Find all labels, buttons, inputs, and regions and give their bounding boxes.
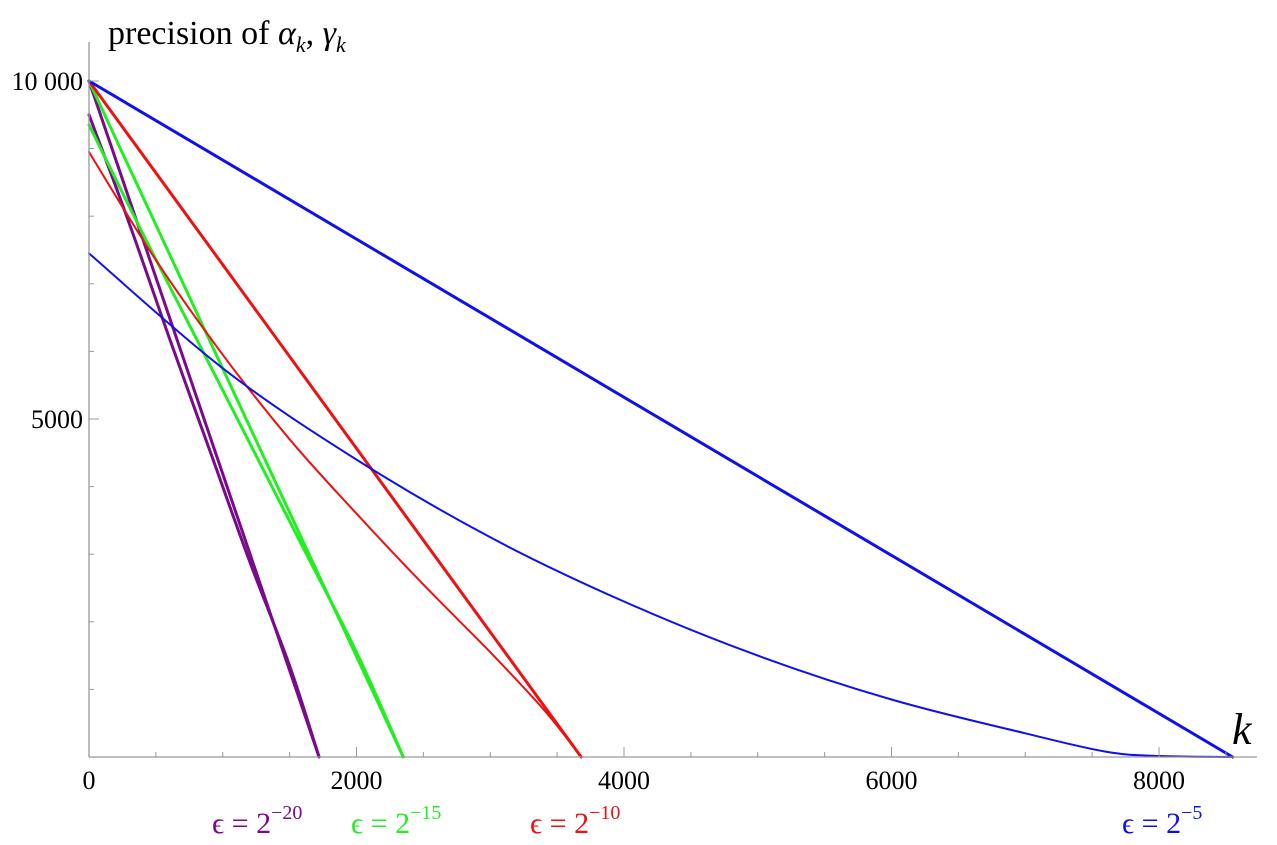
x-axis-title: k: [1232, 705, 1253, 754]
series-line-3: [87, 79, 405, 759]
x-tick-label: 4000: [598, 766, 650, 795]
series-line-5: [87, 79, 583, 759]
series-line-2: [87, 113, 321, 759]
x-tick-label: 2000: [331, 766, 383, 795]
y-tick-label: 10 000: [12, 67, 84, 96]
series-line-8: [88, 252, 1234, 758]
eps-label-1: ϵ = 2−20: [212, 802, 302, 840]
series-line-4: [87, 123, 405, 759]
y-tick-label: 5000: [31, 405, 83, 434]
y-axis-title: precision of αk, γk: [108, 15, 347, 57]
x-tick-label: 0: [83, 766, 96, 795]
axes-layer: 0 2000 4000 6000 8000 5000 10 000: [12, 42, 1257, 795]
eps-label-3: ϵ = 2−10: [530, 802, 620, 840]
series-line-6: [88, 151, 583, 758]
x-tick-label: 6000: [866, 766, 918, 795]
eps-label-2: ϵ = 2−15: [351, 802, 441, 840]
x-tick-label: 8000: [1133, 766, 1185, 795]
series-layer: [87, 79, 1235, 759]
series-line-7: [87, 79, 1235, 759]
eps-label-4: ϵ = 2−5: [1122, 802, 1202, 840]
